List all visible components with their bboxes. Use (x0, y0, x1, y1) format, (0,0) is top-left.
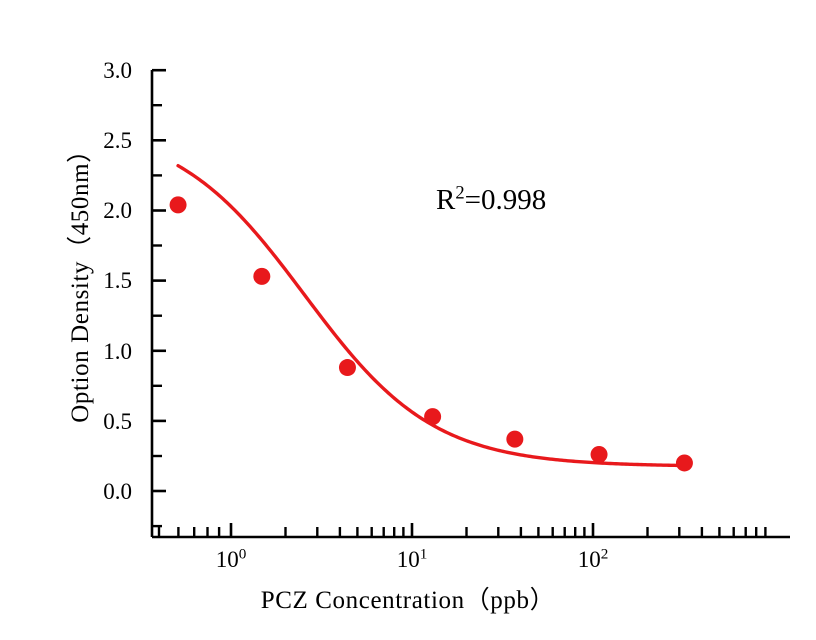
data-point (338, 359, 356, 377)
y-tick-label-3.0: 3.0 (103, 58, 132, 83)
x-tick-mantissa-100: 10 (577, 547, 601, 572)
x-tick-mantissa-10: 10 (396, 547, 420, 572)
r-squared-base: R (436, 184, 456, 216)
y-tick-label-0.0: 0.0 (103, 479, 132, 504)
data-point (675, 454, 693, 472)
y-axis-major-ticks (152, 68, 166, 493)
x-tick-exponent-100: 2 (600, 545, 609, 563)
data-point (424, 408, 442, 426)
y-tick-label-1.5: 1.5 (103, 268, 132, 293)
x-axis-major-ticks (229, 523, 595, 537)
data-point-group (169, 196, 693, 472)
x-tick-mantissa-1: 10 (215, 547, 239, 572)
y-tick-label-1.0: 1.0 (103, 339, 132, 364)
r-squared-exponent: 2 (455, 182, 465, 204)
y-axis-title: Option Density（450nm） (67, 137, 94, 423)
y-axis-minor-ticks (152, 103, 162, 528)
x-axis-minor-ticks (157, 527, 767, 537)
x-tick-label-10: 101 (372, 545, 452, 572)
x-tick-label-1: 100 (191, 545, 271, 572)
data-point (169, 196, 187, 214)
x-tick-label-100: 102 (553, 545, 633, 572)
data-point (506, 430, 524, 448)
y-tick-label-2.0: 2.0 (103, 198, 132, 223)
y-tick-label-2.5: 2.5 (103, 128, 132, 153)
y-tick-label-0.5: 0.5 (103, 409, 132, 434)
data-point (253, 267, 271, 285)
x-tick-exponent-10: 1 (419, 545, 428, 563)
x-tick-exponent-1: 0 (238, 545, 247, 563)
r-squared-annotation: R2=0.998 (436, 184, 547, 216)
r-squared-value: =0.998 (464, 184, 547, 216)
x-axis-title: PCZ Concentration（ppb） (260, 587, 556, 614)
data-point (590, 446, 608, 464)
